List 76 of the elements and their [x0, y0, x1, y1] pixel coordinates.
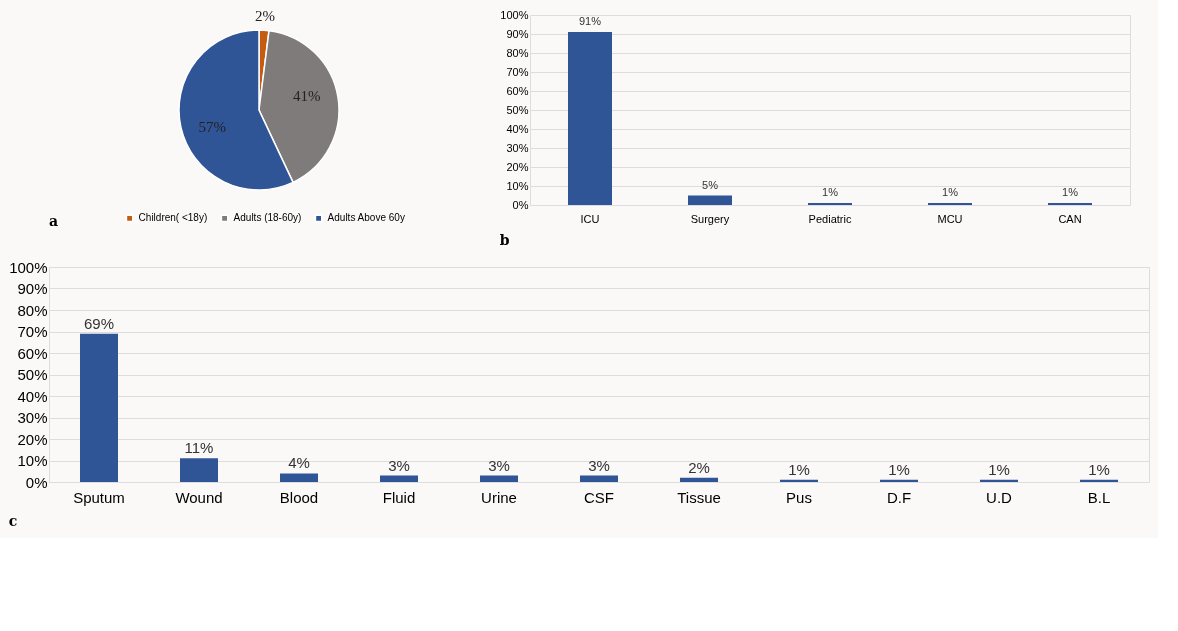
- data-label: 1%: [942, 186, 959, 199]
- y-tick-label: 40%: [506, 122, 529, 135]
- y-tick-label: 80%: [17, 301, 48, 319]
- data-label: 11%: [184, 439, 214, 457]
- legend-label: Adults (18-60y): [233, 212, 302, 224]
- bar: [680, 477, 718, 482]
- y-tick-label: 90%: [17, 280, 48, 297]
- data-label: 3%: [388, 456, 410, 474]
- bar: [380, 475, 418, 482]
- x-tick-label: Pediatric: [808, 212, 852, 225]
- bar: [880, 479, 918, 482]
- y-tick-label: 0%: [512, 198, 529, 211]
- text: a: [49, 213, 59, 229]
- x-tick-label: Tissue: [677, 488, 721, 506]
- x-tick-label: Wound: [175, 488, 223, 506]
- y-tick-label: 100%: [9, 258, 48, 276]
- y-tick-label: 60%: [506, 84, 529, 97]
- x-tick-label: Fluid: [382, 488, 416, 506]
- bar: [980, 479, 1018, 482]
- x-tick-label: MCU: [937, 212, 963, 225]
- bar: [580, 475, 618, 482]
- bar: [280, 473, 318, 482]
- data-label: 5%: [702, 178, 719, 191]
- x-tick-label: Sputum: [73, 488, 125, 506]
- y-tick-label: 20%: [506, 160, 529, 173]
- x-tick-label: Pus: [786, 488, 812, 506]
- data-label: 57%: [198, 118, 227, 135]
- y-tick-label: 80%: [506, 46, 529, 59]
- legend-label: Adults Above 60y: [327, 212, 405, 224]
- data-label: 1%: [1088, 460, 1110, 478]
- data-label: 3%: [588, 456, 610, 474]
- x-tick-label: D.F: [886, 488, 912, 506]
- y-tick-label: 0%: [25, 473, 48, 491]
- x-tick-label: B.L: [1087, 488, 1111, 506]
- x-tick-label: Urine: [481, 488, 517, 506]
- y-tick-label: 30%: [17, 409, 48, 426]
- y-tick-label: 70%: [506, 65, 529, 78]
- y-tick-label: 50%: [506, 103, 529, 116]
- data-label: 91%: [578, 15, 602, 28]
- x-tick-label: Blood: [279, 488, 319, 506]
- data-label: 2%: [688, 458, 710, 476]
- legend-label: Children( <18y): [138, 212, 208, 224]
- x-tick-label: U.D: [986, 488, 1013, 506]
- y-tick-label: 50%: [17, 366, 48, 383]
- text: c: [8, 513, 18, 529]
- y-tick-label: 70%: [17, 323, 48, 340]
- y-tick-label: 10%: [17, 452, 48, 469]
- bar: [80, 333, 118, 482]
- data-label: 1%: [822, 186, 839, 199]
- y-tick-label: 60%: [17, 344, 48, 362]
- data-label: 1%: [788, 460, 810, 478]
- data-label: 2%: [254, 8, 275, 25]
- x-tick-label: CAN: [1058, 212, 1082, 225]
- y-tick-label: 100%: [500, 8, 529, 21]
- text: b: [499, 232, 510, 248]
- bar: [180, 458, 218, 482]
- bar: [688, 195, 732, 205]
- x-tick-label: CSF: [584, 488, 614, 506]
- data-label: 4%: [288, 454, 310, 472]
- y-tick-label: 20%: [17, 430, 48, 448]
- data-label: 41%: [292, 88, 321, 105]
- data-label: 1%: [1062, 186, 1079, 199]
- data-label: 1%: [988, 460, 1010, 478]
- y-tick-label: 30%: [506, 141, 529, 154]
- y-tick-label: 10%: [506, 179, 529, 192]
- x-tick-label: ICU: [580, 212, 600, 225]
- bar: [780, 479, 818, 482]
- y-tick-label: 90%: [506, 27, 529, 40]
- bar: [1080, 479, 1118, 482]
- x-tick-label: Surgery: [690, 212, 730, 225]
- bar: [480, 475, 518, 482]
- data-label: 69%: [83, 314, 115, 332]
- data-label: 1%: [888, 460, 910, 478]
- y-tick-label: 40%: [17, 387, 48, 405]
- bar: [568, 32, 612, 205]
- data-label: 3%: [488, 456, 510, 474]
